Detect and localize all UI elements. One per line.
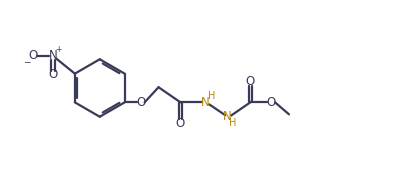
Text: H: H <box>229 118 237 128</box>
Text: O: O <box>28 49 38 62</box>
Text: O: O <box>48 68 57 81</box>
Text: O: O <box>246 75 255 88</box>
Text: O: O <box>136 96 145 109</box>
Text: +: + <box>55 45 61 54</box>
Text: N: N <box>201 96 210 109</box>
Text: O: O <box>176 117 185 130</box>
Text: N: N <box>223 110 232 123</box>
Text: H: H <box>207 91 215 101</box>
Text: N: N <box>49 49 57 62</box>
Text: −: − <box>23 57 31 66</box>
Text: O: O <box>267 96 276 109</box>
